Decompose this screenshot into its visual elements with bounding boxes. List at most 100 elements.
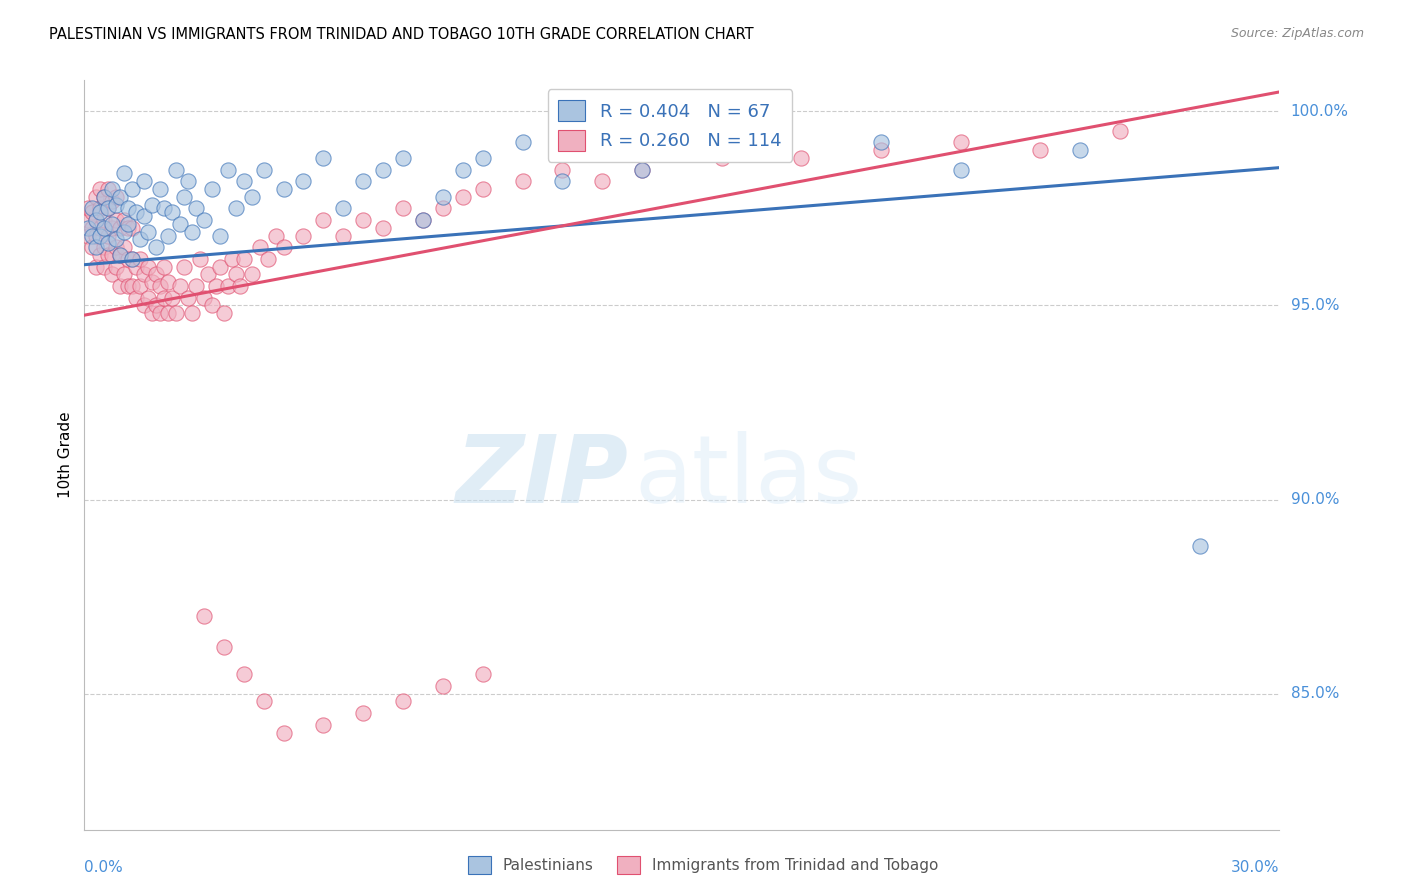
Point bbox=[153, 291, 176, 305]
Point bbox=[160, 291, 183, 305]
Point bbox=[193, 609, 215, 624]
Point bbox=[77, 228, 100, 243]
Point bbox=[86, 240, 108, 254]
Point bbox=[101, 220, 124, 235]
Point bbox=[125, 291, 148, 305]
Point bbox=[292, 228, 315, 243]
Point bbox=[117, 217, 139, 231]
Point bbox=[292, 174, 315, 188]
Point bbox=[631, 162, 654, 177]
Point bbox=[451, 190, 474, 204]
Point bbox=[121, 182, 143, 196]
Point bbox=[451, 162, 474, 177]
Point bbox=[471, 667, 494, 681]
Legend: R = 0.404   N = 67, R = 0.260   N = 114: R = 0.404 N = 67, R = 0.260 N = 114 bbox=[547, 89, 793, 161]
Point bbox=[105, 260, 128, 274]
Point bbox=[89, 228, 111, 243]
Point bbox=[169, 217, 191, 231]
Point bbox=[89, 248, 111, 262]
Point bbox=[232, 667, 254, 681]
Text: 90.0%: 90.0% bbox=[1291, 492, 1339, 507]
Point bbox=[949, 162, 972, 177]
Point bbox=[141, 275, 163, 289]
Point bbox=[256, 252, 278, 266]
Point bbox=[93, 240, 115, 254]
Point bbox=[149, 306, 172, 320]
Point bbox=[97, 236, 120, 251]
Point bbox=[97, 248, 120, 262]
Text: 30.0%: 30.0% bbox=[1232, 860, 1279, 875]
Point bbox=[512, 174, 534, 188]
Point bbox=[110, 190, 132, 204]
Point bbox=[157, 228, 180, 243]
Point bbox=[352, 706, 374, 720]
Point bbox=[97, 202, 120, 216]
Point bbox=[273, 182, 295, 196]
Point bbox=[432, 190, 454, 204]
Point bbox=[208, 260, 231, 274]
Point bbox=[112, 166, 135, 180]
Point bbox=[97, 202, 120, 216]
Point bbox=[217, 279, 239, 293]
Point bbox=[173, 190, 195, 204]
Point bbox=[117, 252, 139, 266]
Point bbox=[193, 213, 215, 227]
Point bbox=[93, 190, 115, 204]
Point bbox=[105, 213, 128, 227]
Point bbox=[631, 162, 654, 177]
Point bbox=[169, 279, 191, 293]
Point bbox=[157, 275, 180, 289]
Point bbox=[121, 252, 143, 266]
Text: PALESTINIAN VS IMMIGRANTS FROM TRINIDAD AND TOBAGO 10TH GRADE CORRELATION CHART: PALESTINIAN VS IMMIGRANTS FROM TRINIDAD … bbox=[49, 27, 754, 42]
Point bbox=[93, 190, 115, 204]
Point bbox=[121, 252, 143, 266]
Point bbox=[112, 240, 135, 254]
Point bbox=[101, 182, 124, 196]
Point bbox=[949, 136, 972, 150]
Point bbox=[212, 640, 235, 654]
Point bbox=[551, 174, 574, 188]
Point bbox=[253, 162, 276, 177]
Point bbox=[205, 279, 228, 293]
Point bbox=[121, 279, 143, 293]
Point bbox=[240, 268, 263, 282]
Point bbox=[432, 202, 454, 216]
Point bbox=[392, 202, 415, 216]
Point bbox=[229, 279, 252, 293]
Point bbox=[93, 213, 115, 227]
Point bbox=[129, 232, 152, 246]
Text: atlas: atlas bbox=[634, 432, 862, 524]
Point bbox=[82, 228, 104, 243]
Point bbox=[232, 174, 254, 188]
Point bbox=[201, 182, 224, 196]
Point bbox=[110, 248, 132, 262]
Text: 0.0%: 0.0% bbox=[84, 860, 124, 875]
Point bbox=[136, 260, 159, 274]
Point bbox=[132, 298, 156, 312]
Point bbox=[86, 213, 108, 227]
Point bbox=[145, 298, 167, 312]
Point bbox=[471, 182, 494, 196]
Point bbox=[89, 182, 111, 196]
Point bbox=[145, 240, 167, 254]
Point bbox=[551, 162, 574, 177]
Point bbox=[105, 190, 128, 204]
Point bbox=[1109, 124, 1132, 138]
Text: ZIP: ZIP bbox=[456, 432, 628, 524]
Point bbox=[112, 268, 135, 282]
Point bbox=[117, 279, 139, 293]
Point bbox=[82, 240, 104, 254]
Point bbox=[312, 151, 335, 165]
Point bbox=[177, 291, 200, 305]
Point bbox=[89, 220, 111, 235]
Point bbox=[212, 306, 235, 320]
Point bbox=[352, 213, 374, 227]
Point bbox=[217, 162, 239, 177]
Point bbox=[312, 213, 335, 227]
Point bbox=[101, 194, 124, 208]
Point bbox=[232, 252, 254, 266]
Point bbox=[591, 174, 613, 188]
Point bbox=[412, 213, 434, 227]
Point bbox=[105, 240, 128, 254]
Point bbox=[97, 182, 120, 196]
